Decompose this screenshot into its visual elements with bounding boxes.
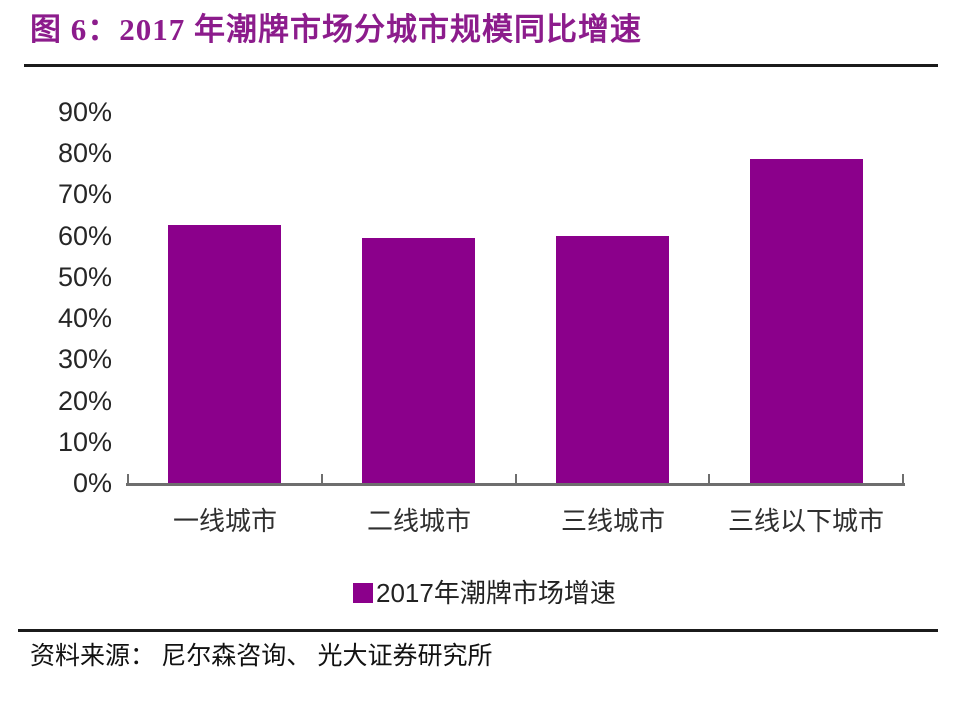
figure-title: 图 6：2017 年潮牌市场分城市规模同比增速	[30, 12, 642, 47]
x-axis-category-label: 三线城市	[560, 507, 665, 536]
y-axis-tick-label: 20%	[57, 385, 112, 416]
y-axis-tick-label: 50%	[57, 261, 112, 292]
source-note: 资料来源： 尼尔森咨询、 光大证券研究所	[30, 643, 493, 670]
y-axis-tick-label: 60%	[57, 220, 112, 251]
legend-swatch	[353, 583, 373, 603]
source-divider	[18, 629, 938, 632]
y-axis-tick-label: 40%	[57, 303, 112, 334]
chart-legend: 2017年潮牌市场增速	[353, 579, 616, 607]
x-axis-category-label: 一线城市	[172, 507, 277, 536]
bar-一线城市	[168, 225, 281, 483]
x-axis-category-label: 二线城市	[366, 507, 471, 536]
y-axis-tick-label: 10%	[57, 426, 112, 457]
x-axis-tick	[902, 474, 904, 483]
y-axis-tick-label: 30%	[57, 344, 112, 375]
title-divider	[24, 64, 938, 67]
y-axis-tick-label: 70%	[57, 179, 112, 210]
y-axis-tick-label: 90%	[57, 97, 112, 128]
bar-三线以下城市	[750, 159, 863, 483]
bar-二线城市	[362, 238, 475, 483]
y-axis-tick-label: 0%	[72, 468, 112, 498]
x-axis-tick	[127, 474, 129, 483]
bar-三线城市	[556, 236, 669, 483]
legend-label: 2017年潮牌市场增速	[376, 578, 616, 608]
x-axis-category-label: 三线以下城市	[727, 507, 884, 536]
x-axis-tick	[708, 474, 710, 483]
x-axis-line	[126, 483, 905, 486]
y-axis-tick-label: 80%	[57, 138, 112, 169]
x-axis-tick	[515, 474, 517, 483]
x-axis-tick	[321, 474, 323, 483]
